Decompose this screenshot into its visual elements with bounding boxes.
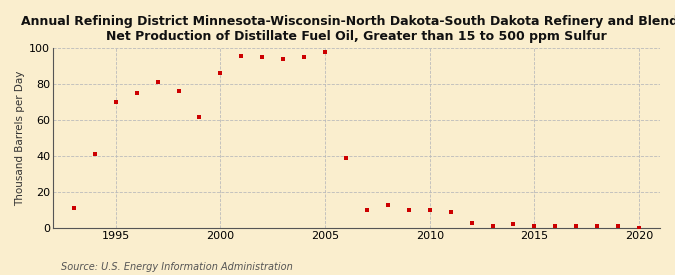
Point [236, 53, 247, 58]
Point [571, 224, 582, 228]
Point [299, 55, 310, 59]
Point [152, 80, 163, 85]
Point [508, 222, 519, 227]
Point [173, 89, 184, 94]
Text: Source: U.S. Energy Information Administration: Source: U.S. Energy Information Administ… [61, 262, 292, 272]
Point [613, 224, 624, 228]
Point [550, 224, 561, 228]
Point [592, 224, 603, 228]
Point [466, 220, 477, 225]
Point [68, 206, 79, 210]
Point [110, 100, 121, 104]
Point [320, 50, 331, 54]
Point [89, 152, 100, 156]
Point [634, 226, 645, 230]
Point [257, 55, 268, 59]
Point [487, 224, 498, 228]
Point [278, 57, 289, 61]
Point [446, 210, 456, 214]
Point [425, 208, 435, 212]
Title: Annual Refining District Minnesota-Wisconsin-North Dakota-South Dakota Refinery : Annual Refining District Minnesota-Wisco… [21, 15, 675, 43]
Point [194, 114, 205, 119]
Point [404, 208, 414, 212]
Point [529, 224, 540, 228]
Point [362, 208, 373, 212]
Y-axis label: Thousand Barrels per Day: Thousand Barrels per Day [15, 70, 25, 206]
Point [131, 91, 142, 95]
Point [383, 202, 394, 207]
Point [215, 71, 226, 76]
Point [341, 156, 352, 160]
